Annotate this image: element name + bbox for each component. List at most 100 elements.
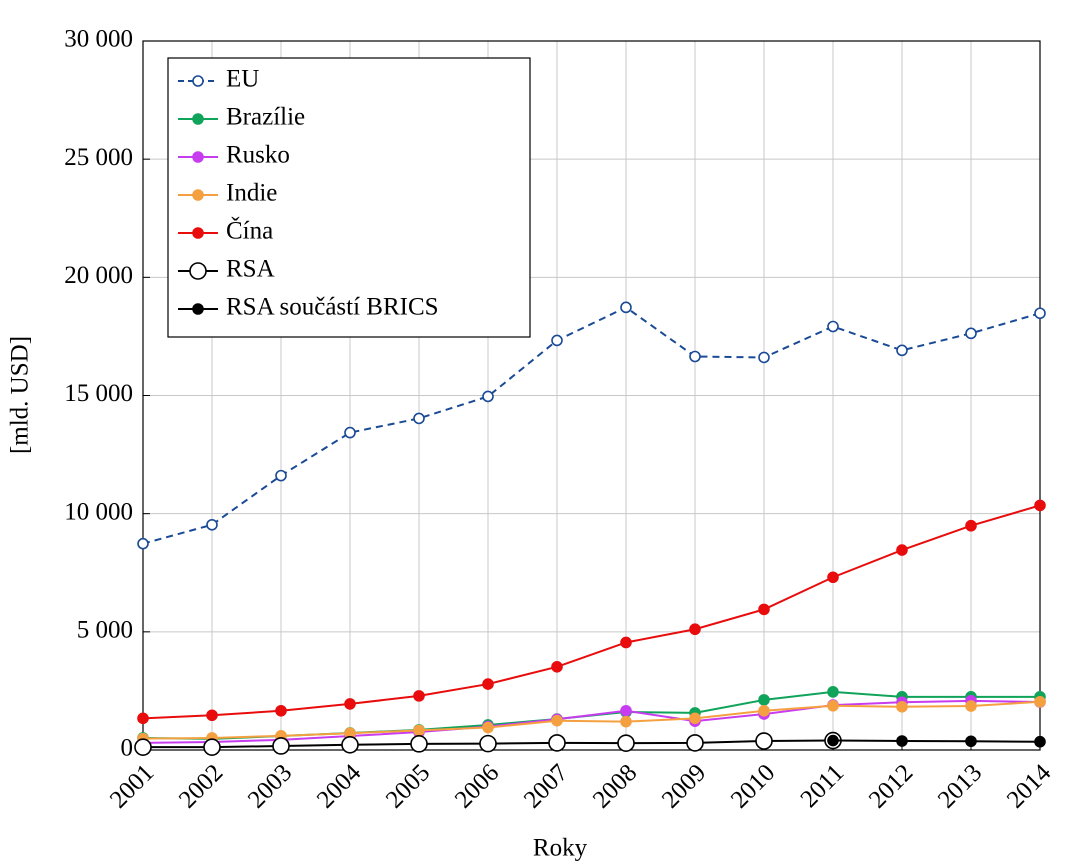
marker <box>896 700 908 713</box>
x-tick-label: 2010 <box>726 759 780 813</box>
marker <box>482 390 494 403</box>
marker <box>965 700 977 712</box>
marker <box>689 623 701 636</box>
marker <box>548 734 566 752</box>
legend-label: RSA <box>226 256 275 283</box>
series-line <box>142 306 1041 545</box>
marker <box>896 544 908 556</box>
marker <box>413 724 425 737</box>
y-tick-label: 30 000 <box>64 26 133 53</box>
marker <box>827 320 839 333</box>
marker <box>206 709 218 722</box>
marker <box>758 351 770 364</box>
marker <box>410 735 428 753</box>
series-line <box>142 504 1041 720</box>
legend-label: EU <box>226 66 259 93</box>
x-tick-label: 2013 <box>933 759 987 813</box>
legend-box <box>167 57 531 338</box>
marker <box>341 736 359 754</box>
y-tick-label: 15 000 <box>64 380 133 407</box>
marker <box>965 519 977 532</box>
series-line <box>142 699 1041 744</box>
x-tick-label: 2009 <box>657 759 711 813</box>
marker <box>620 301 632 314</box>
marker <box>827 686 839 698</box>
marker <box>755 732 773 750</box>
legend-label: Rusko <box>226 142 290 169</box>
marker <box>192 75 204 87</box>
legend-label: Brazílie <box>226 104 305 131</box>
marker <box>689 712 701 725</box>
y-tick-label: 20 000 <box>64 262 133 289</box>
marker <box>344 698 356 710</box>
marker <box>413 412 425 425</box>
x-tick-label: 2008 <box>588 759 642 813</box>
marker <box>551 714 563 727</box>
marker <box>189 262 207 280</box>
marker <box>413 690 425 702</box>
x-tick-label: 2005 <box>381 759 435 813</box>
marker <box>272 737 290 755</box>
x-tick-label: 2012 <box>864 759 918 813</box>
marker <box>344 426 356 439</box>
marker <box>620 715 632 728</box>
y-tick-label: 0 <box>121 735 134 762</box>
marker <box>758 704 770 717</box>
x-tick-label: 2007 <box>519 759 573 813</box>
marker <box>965 735 977 748</box>
marker <box>275 469 287 482</box>
legend-label: RSA součástí BRICS <box>226 294 439 321</box>
marker <box>137 537 149 550</box>
marker <box>827 571 839 584</box>
marker <box>827 734 839 747</box>
y-axis-label: [mld. USD] <box>7 336 34 454</box>
x-tick-label: 2002 <box>174 759 228 813</box>
marker <box>206 518 218 531</box>
marker <box>551 661 563 673</box>
x-tick-label: 2014 <box>1002 759 1057 814</box>
marker <box>482 721 494 734</box>
marker <box>689 350 701 363</box>
marker <box>551 334 563 347</box>
marker <box>192 113 204 125</box>
x-tick-label: 2006 <box>450 759 504 813</box>
marker <box>965 327 977 340</box>
marker <box>617 734 635 752</box>
x-tick-label: 2011 <box>796 759 850 813</box>
x-tick-label: 2001 <box>105 759 159 813</box>
marker <box>758 694 770 706</box>
marker <box>827 700 839 712</box>
x-tick-label: 2004 <box>312 759 367 814</box>
series-line <box>832 739 1041 743</box>
legend: EU Brazílie Rusko Indie Čína RSA RSA součástí … <box>167 57 531 338</box>
marker <box>896 735 908 747</box>
legend-label: Čína <box>226 217 273 245</box>
marker <box>1034 695 1046 708</box>
marker <box>192 151 204 163</box>
marker <box>134 738 152 756</box>
series-line <box>142 700 1041 740</box>
plot-frame <box>142 40 1041 751</box>
marker <box>482 678 494 690</box>
marker <box>479 734 497 753</box>
marker <box>137 712 149 725</box>
marker <box>203 738 221 756</box>
x-axis-label: Roky <box>533 835 588 862</box>
marker <box>758 603 770 616</box>
y-tick-label: 25 000 <box>64 144 133 171</box>
marker <box>1034 735 1046 748</box>
marker <box>1034 499 1046 512</box>
marker <box>620 704 632 717</box>
marker <box>192 189 204 201</box>
x-tick-label: 2003 <box>243 759 297 813</box>
marker <box>1034 307 1046 320</box>
marker <box>686 734 704 752</box>
marker <box>275 704 287 717</box>
marker <box>192 227 204 239</box>
marker <box>620 636 632 649</box>
marker <box>192 303 204 315</box>
marker <box>896 344 908 357</box>
y-tick-label: 10 000 <box>64 498 133 525</box>
legend-label: Indie <box>226 180 277 207</box>
